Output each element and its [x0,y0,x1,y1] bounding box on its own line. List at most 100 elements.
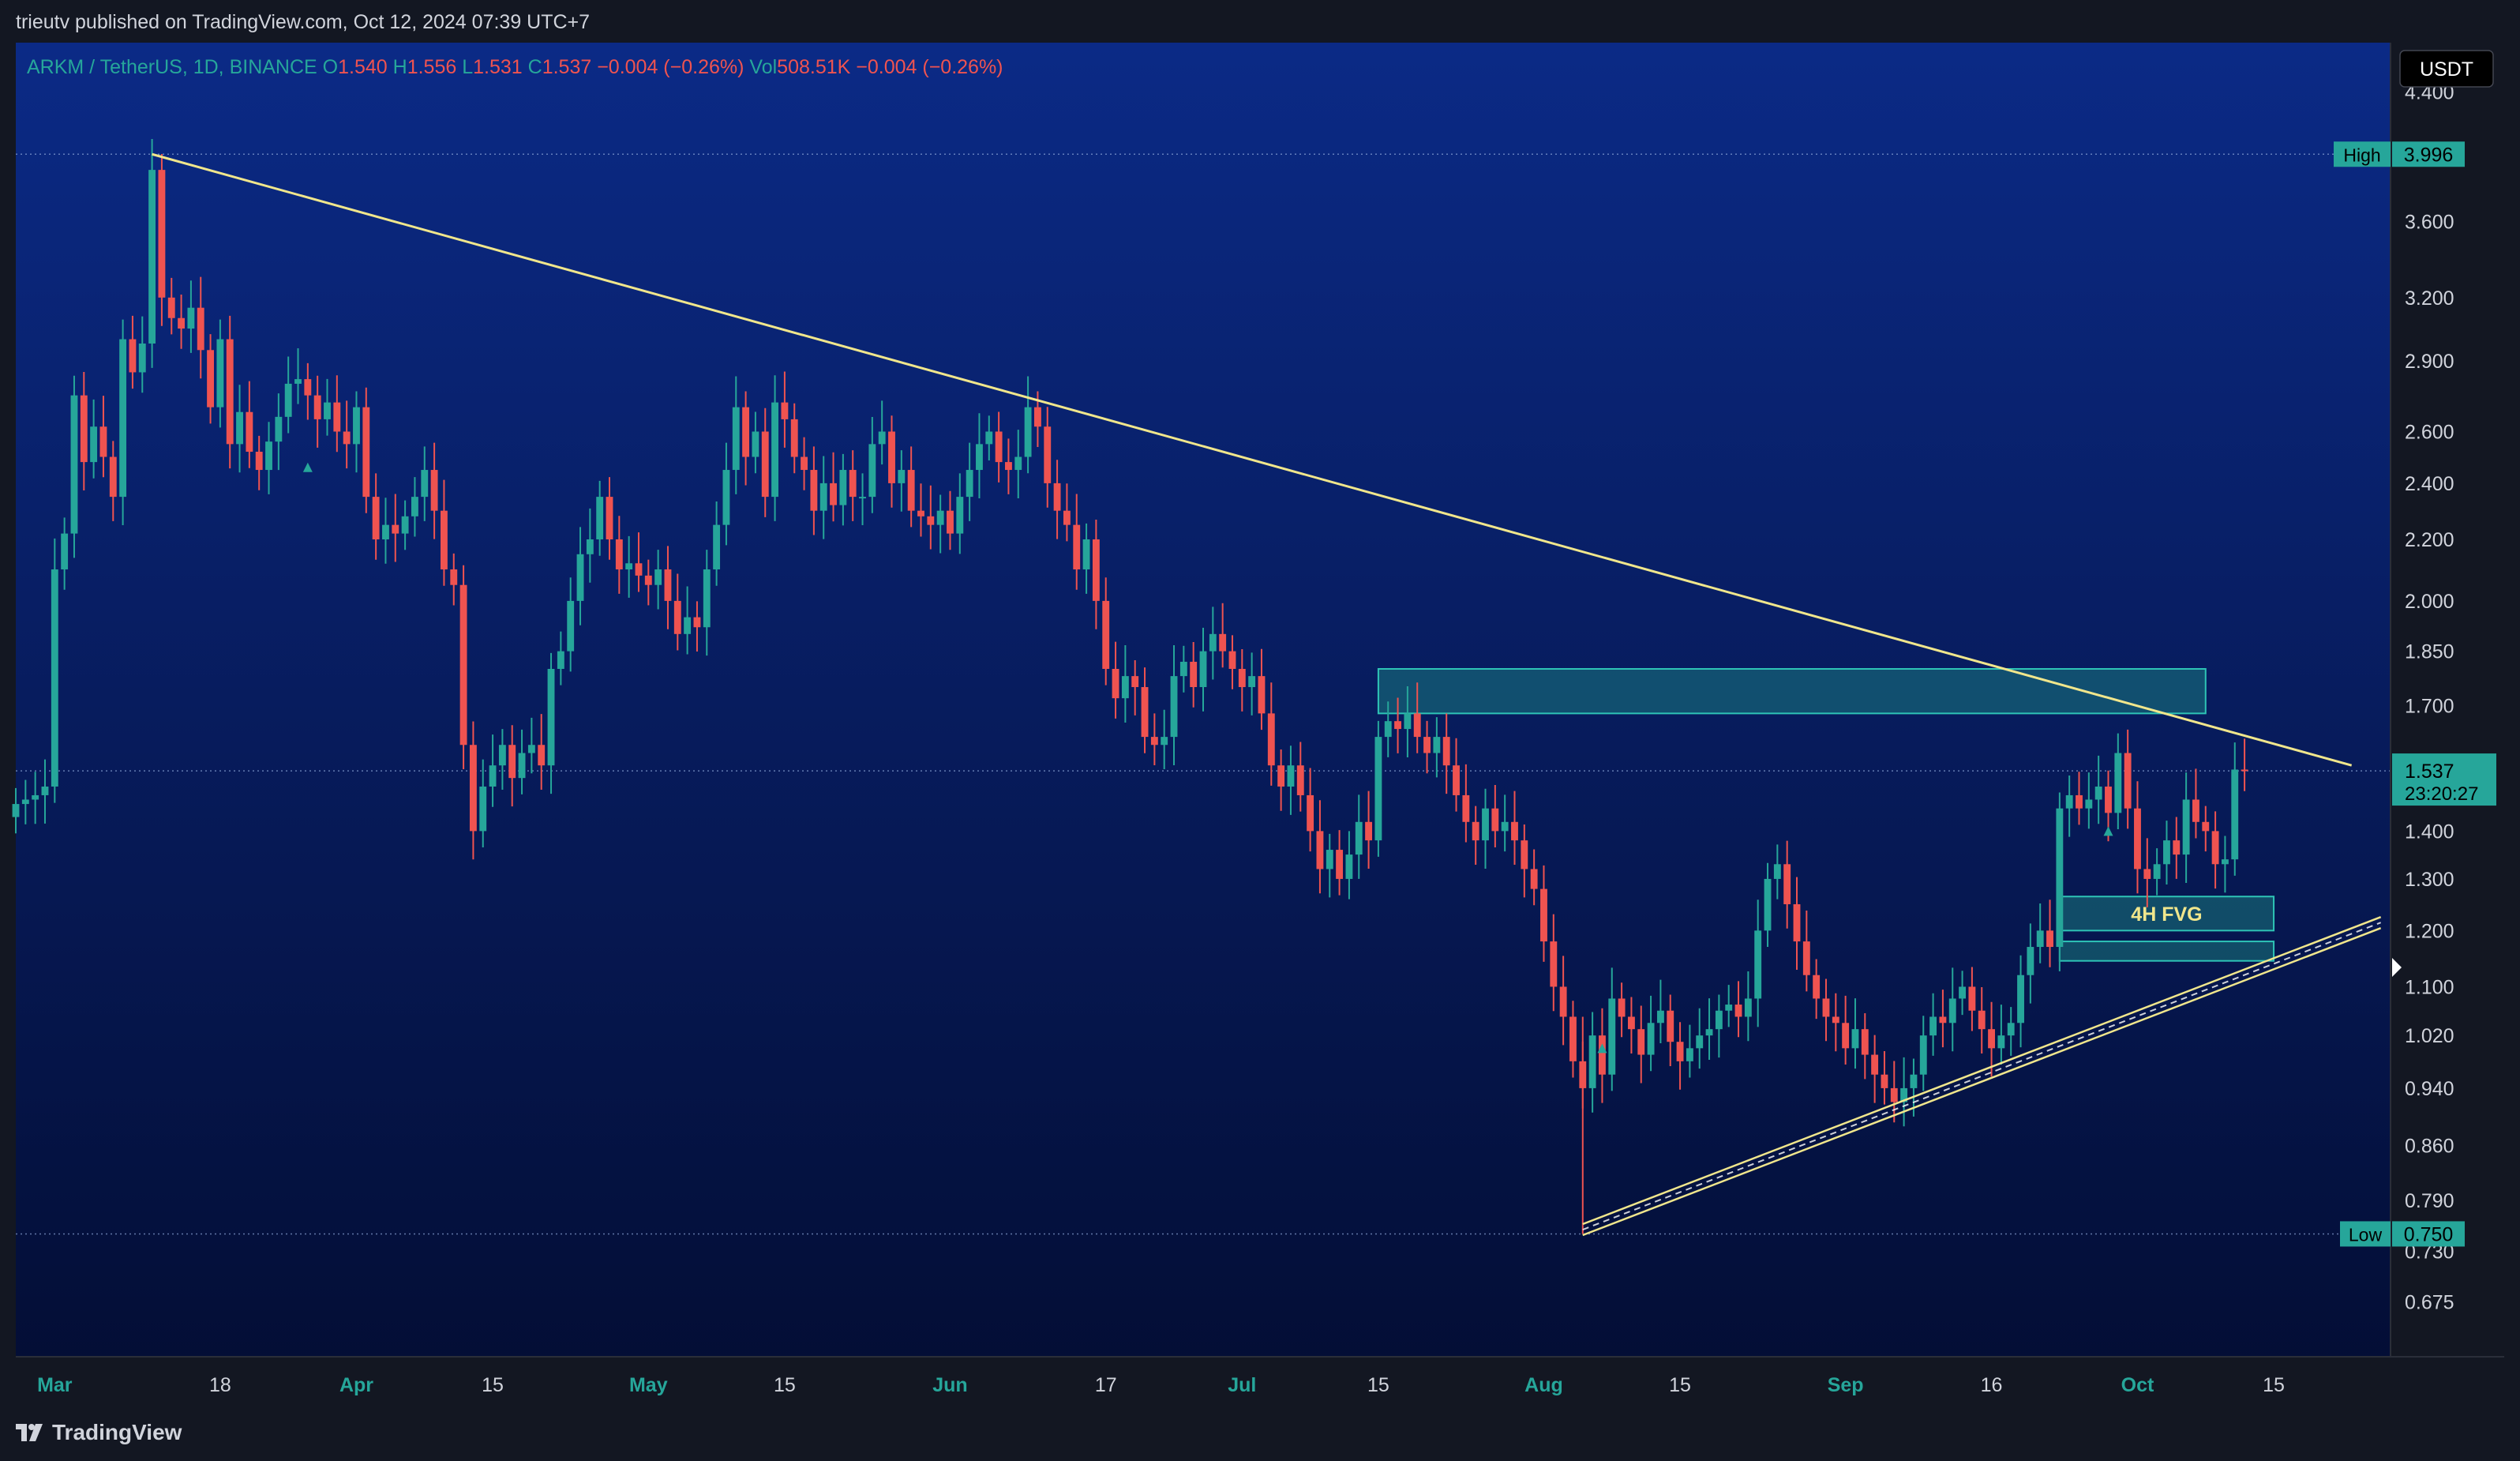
candle[interactable] [207,334,214,424]
candle[interactable] [313,375,321,448]
candle[interactable] [255,435,263,490]
candle[interactable] [557,631,564,685]
candle[interactable] [761,408,769,517]
candle[interactable] [333,375,341,453]
candle[interactable] [2094,755,2102,824]
candle[interactable] [70,375,78,558]
candle[interactable] [1433,717,1441,778]
candle[interactable] [927,485,935,550]
candle[interactable] [1627,997,1635,1053]
candle[interactable] [2036,903,2044,963]
candle[interactable] [2076,772,2083,825]
candle[interactable] [2027,923,2034,1004]
candle[interactable] [1511,791,1518,865]
candle[interactable] [1141,667,1149,753]
candle[interactable] [2065,776,2073,837]
candle[interactable] [781,371,789,448]
candle[interactable] [1802,910,1810,992]
candle[interactable] [1501,794,1509,852]
candle[interactable] [625,535,633,598]
candle[interactable] [1667,994,1674,1067]
candle[interactable] [2182,772,2190,884]
candle[interactable] [129,315,137,389]
candle[interactable] [859,473,866,526]
candle[interactable] [673,573,681,651]
candle[interactable] [790,403,798,474]
candle[interactable] [421,446,429,521]
candle[interactable] [1978,987,1986,1053]
candle[interactable] [1316,800,1324,894]
candle[interactable] [1209,607,1217,680]
candle[interactable] [596,480,604,556]
candle[interactable] [109,441,117,521]
candle[interactable] [41,759,49,824]
candle[interactable] [1063,483,1071,542]
candle[interactable] [187,280,195,353]
candle[interactable] [1287,746,1295,815]
candle[interactable] [1112,641,1119,719]
candle[interactable] [1734,981,1742,1038]
candle[interactable] [664,546,672,629]
candle[interactable] [353,391,360,473]
candle[interactable] [2163,821,2170,885]
candle[interactable] [343,400,351,469]
candle[interactable] [567,577,575,672]
candle[interactable] [1073,494,1081,590]
candle[interactable] [693,601,701,652]
candle[interactable] [1559,956,1567,1046]
candle[interactable] [1248,652,1256,715]
candle[interactable] [888,415,895,508]
candle[interactable] [1540,865,1547,962]
candle[interactable] [1656,979,1664,1044]
candle[interactable] [2007,1007,2015,1056]
candle[interactable] [586,508,594,583]
ascending-channel-line[interactable] [1582,916,2382,1226]
candle[interactable] [1404,685,1412,757]
candle[interactable] [1569,1001,1577,1078]
candle[interactable] [547,652,555,794]
candle[interactable] [80,371,88,491]
candle[interactable] [372,473,380,560]
candle[interactable] [606,477,613,560]
candle[interactable] [2153,848,2161,896]
last-price-tag[interactable] [2392,753,2496,806]
candle[interactable] [1676,1022,1684,1090]
candle[interactable] [1267,682,1275,786]
candle[interactable] [51,538,58,803]
candle[interactable] [801,437,808,490]
candle[interactable] [722,442,730,546]
candle[interactable] [1472,806,1479,865]
candle[interactable] [2192,768,2199,839]
candle[interactable] [1179,645,1187,693]
candle[interactable] [654,550,662,610]
candle[interactable] [362,387,370,513]
candle[interactable] [1014,430,1022,498]
candle[interactable] [1637,1005,1645,1084]
candle[interactable] [1842,995,1850,1065]
candle[interactable] [1228,635,1236,689]
candle[interactable] [1258,648,1266,730]
candle[interactable] [324,378,331,436]
candle[interactable] [995,411,1003,483]
candle[interactable] [99,396,107,478]
candle[interactable] [294,348,302,404]
currency-badge[interactable] [2399,50,2494,88]
channel-midline[interactable] [1582,922,2382,1230]
candle[interactable] [1968,967,1976,1031]
candle[interactable] [1929,993,1937,1056]
candle[interactable] [1754,900,1762,1027]
candle[interactable] [119,319,127,526]
candle[interactable] [849,450,857,521]
candle[interactable] [2211,811,2219,889]
candle[interactable] [178,295,186,349]
candle[interactable] [1948,967,1956,1052]
candle[interactable] [2143,838,2151,907]
candle[interactable] [1861,1013,1869,1080]
candle[interactable] [459,565,467,770]
candle[interactable] [430,442,438,539]
candle[interactable] [2134,781,2141,894]
candle[interactable] [1939,990,1947,1048]
candle[interactable] [1608,967,1616,1091]
candle[interactable] [742,391,750,486]
candle[interactable] [2085,772,2093,829]
